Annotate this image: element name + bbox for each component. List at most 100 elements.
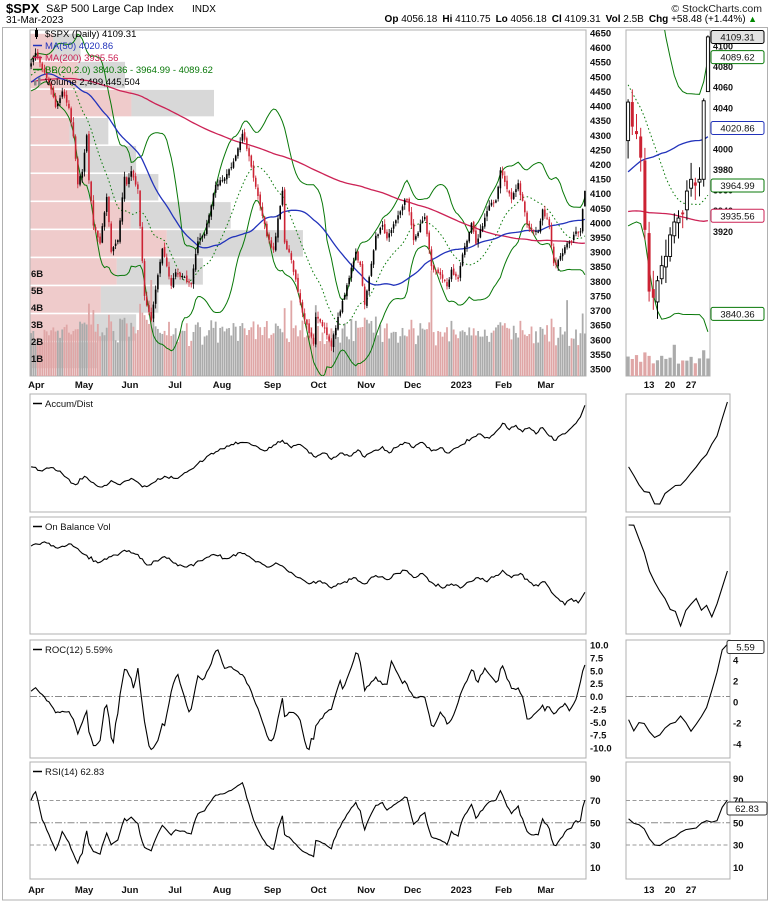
symbol: $SPX	[6, 1, 40, 16]
roc-axis-label: 7.5	[590, 653, 604, 664]
axis-labels: 4650460045504500445044004350430042504200…	[28, 29, 743, 897]
mini-price-axis-label: 3980	[713, 165, 733, 175]
roc-axis-label: 5.0	[590, 666, 603, 677]
rsi-mini-axis-label: 30	[733, 841, 744, 852]
rsi-mini-axis-label: 10	[733, 863, 744, 874]
mini-x-tick-label: 20	[665, 380, 676, 391]
x-axis-month-label: Feb	[495, 380, 512, 391]
price-axis-label: 4350	[590, 116, 611, 127]
x-axis-month-label: Sep	[264, 885, 282, 896]
x-axis-month-label: Nov	[357, 380, 376, 391]
x-axis-month-label: Mar	[537, 380, 554, 391]
quote-lo-value: 4056.18	[507, 14, 547, 25]
x-axis-month-label: Jun	[122, 380, 139, 391]
copyright: © StockCharts.com	[671, 3, 762, 15]
price-value-boxes: 4109.31 4089.62 4020.86 3964.99 3935.56 3840.…	[710, 30, 768, 816]
quote-chg-value: +58.48 (+1.44%)	[668, 14, 746, 25]
mini-price-axis-label: 4060	[713, 83, 733, 93]
x-axis-month-label: May	[75, 380, 94, 391]
price-box-label: 4089.62	[720, 53, 754, 64]
volume-axis-label: 2B	[31, 337, 43, 348]
rsi-axis-label: 90	[590, 774, 601, 785]
roc-mini-axis-label: -4	[733, 740, 742, 751]
indicator-lines	[30, 401, 728, 865]
index-name: S&P 500 Large Cap Index	[46, 3, 174, 15]
roc-axis-label: -2.5	[590, 705, 607, 716]
price-axis-label: 3500	[590, 365, 611, 376]
roc-axis-label: -10.0	[590, 744, 612, 755]
rsi-axis-label: 30	[590, 841, 601, 852]
roc-mini-axis-label: 2	[733, 677, 738, 688]
price-box-label: 3935.56	[720, 211, 754, 222]
volume-axis-label: 5B	[31, 286, 43, 297]
quote-hi-value: 4110.75	[452, 14, 491, 25]
mini-price-axis-label: 4000	[713, 144, 733, 154]
price-axis-label: 4450	[590, 87, 611, 98]
price-box-label: 4109.31	[720, 33, 754, 44]
panel-legend-label: On Balance Vol	[45, 522, 111, 533]
x-axis-month-label: Dec	[404, 380, 421, 391]
volume-axis-label: 4B	[31, 303, 43, 314]
panel-legend-label: Accum/Dist	[45, 399, 93, 410]
quote-chg-label: Chg	[648, 14, 669, 25]
quote-lo-label: Lo	[495, 14, 508, 25]
mini-x-tick-label: 13	[644, 380, 655, 391]
x-axis-month-label: Aug	[213, 380, 232, 391]
mini-x-tick-label: 13	[644, 885, 655, 896]
roc-mini-axis-label: -2	[733, 719, 741, 730]
x-axis-month-label: Apr	[28, 380, 45, 391]
volume-axis-label: 3B	[31, 320, 43, 331]
price-axis-label: 4000	[590, 218, 611, 229]
rsi-box-label: 62.83	[735, 804, 759, 815]
x-axis-month-label: Apr	[28, 885, 45, 896]
x-axis-month-label: Dec	[404, 885, 421, 896]
price-axis-label: 4500	[590, 72, 611, 83]
price-axis-label: 3650	[590, 321, 611, 332]
mini-price-plot	[626, 30, 710, 376]
quote-cl-value: 4109.31	[561, 14, 601, 25]
x-axis-month-label: Jul	[168, 885, 182, 896]
roc-mini-axis-label: 4	[733, 656, 739, 667]
mini-x-tick-label: 20	[665, 885, 676, 896]
quote-line: Op 4056.18 Hi 4110.75 Lo 4056.18 Cl 4109.31…	[380, 14, 757, 25]
x-axis-month-label: Oct	[311, 885, 328, 896]
volume-axis-label: 1B	[31, 354, 43, 365]
price-axis-label: 3750	[590, 291, 611, 302]
price-axis-label: 3700	[590, 306, 611, 317]
x-axis-month-label: Jun	[122, 885, 139, 896]
price-axis-label: 4650	[590, 29, 611, 40]
chart-header: $SPX S&P 500 Large Cap Index INDX © Stoc…	[0, 0, 770, 27]
price-legend-item: MA(200) 3935.56	[45, 53, 118, 64]
quote-vol-label: Vol	[605, 14, 621, 25]
price-box-label: 4020.86	[720, 123, 754, 134]
price-axis-label: 4250	[590, 145, 611, 156]
rsi-mini-axis-label: 90	[733, 774, 744, 785]
price-axis-label: 4050	[590, 204, 611, 215]
price-axis-label: 4400	[590, 102, 611, 113]
x-axis-month-label: Jul	[168, 380, 182, 391]
quote-op-label: Op	[384, 14, 399, 25]
rsi-mini-axis-label: 50	[733, 818, 744, 829]
panel-legend-label: ROC(12) 5.59%	[45, 645, 113, 656]
price-box-label: 3964.99	[720, 181, 754, 192]
mini-price-axis-label: 3920	[713, 227, 733, 237]
exchange-tag: INDX	[192, 4, 216, 15]
rsi-axis-label: 70	[590, 796, 601, 807]
price-legend-item: Volume 2,499,445,504	[45, 77, 140, 88]
price-axis-label: 3950	[590, 233, 611, 244]
panel-legend-label: RSI(14) 62.83	[45, 767, 104, 778]
quote-cl-label: Cl	[551, 14, 562, 25]
price-legend-item: BB(20,2.0) 3840.36 - 3964.99 - 4089.62	[45, 65, 213, 76]
price-axis-label: 4200	[590, 160, 611, 171]
roc-box-label: 5.59	[736, 643, 755, 654]
panel-frames	[2, 27, 768, 901]
change-up-arrow-icon: ▲	[745, 14, 757, 24]
x-axis-month-label: Sep	[264, 380, 282, 391]
x-axis-month-label: Aug	[213, 885, 232, 896]
price-axis-label: 3850	[590, 262, 611, 273]
x-axis-month-label: Nov	[357, 885, 376, 896]
roc-axis-label: -5.0	[590, 718, 606, 729]
price-axis-label: 3550	[590, 350, 611, 361]
